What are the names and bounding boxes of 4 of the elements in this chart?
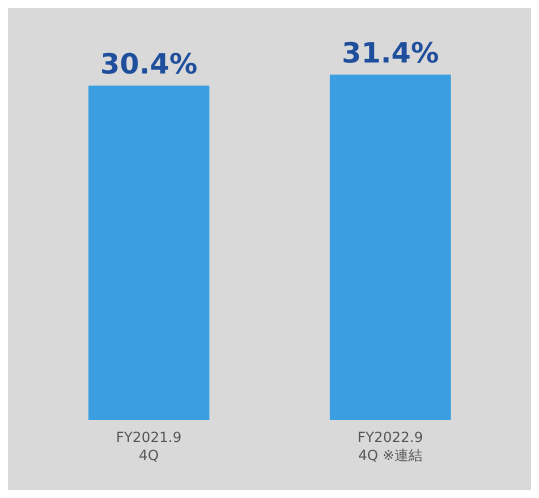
data-label: 31.4% [342,36,439,70]
x-tick-label: FY2022.9 4Q ※連結 [357,430,424,464]
x-tick-label: FY2021.9 4Q [116,430,182,464]
data-label: 30.4% [100,48,198,81]
